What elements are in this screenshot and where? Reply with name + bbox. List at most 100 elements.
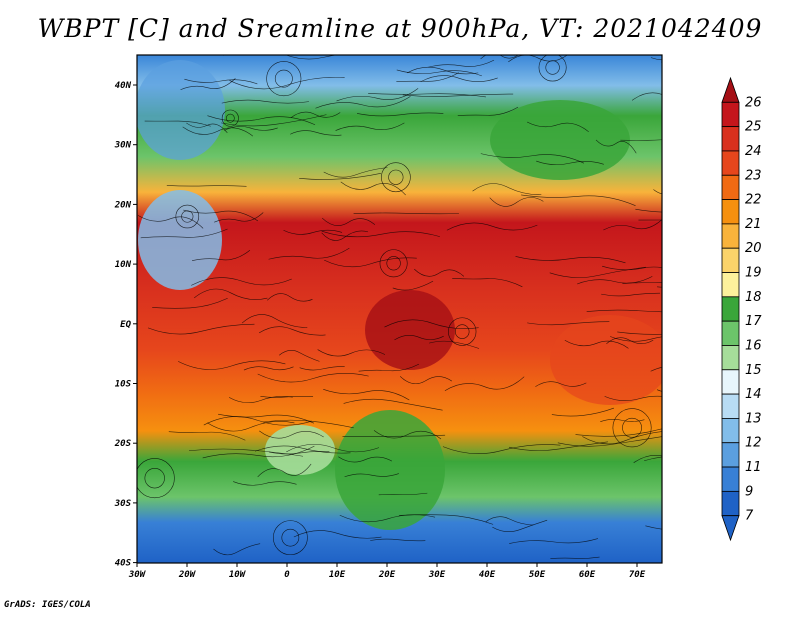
colorbar-segment — [721, 174, 740, 200]
grads-footer: GrADS: IGES/COLA — [4, 600, 91, 610]
streamline — [564, 339, 629, 349]
streamline — [603, 219, 662, 231]
colorbar-segment — [721, 345, 740, 371]
streamline — [137, 215, 204, 229]
streamline — [339, 514, 436, 523]
streamline — [622, 282, 662, 284]
streamline — [152, 298, 228, 309]
colorbar-label: 23 — [745, 168, 762, 183]
cool-patch-west — [138, 190, 222, 290]
streamline — [140, 228, 228, 239]
streamline — [370, 538, 426, 542]
streamline — [509, 538, 599, 544]
streamline — [182, 126, 254, 137]
streamline — [214, 212, 264, 223]
map-title: WBPT [C] and Sreamline at 900hPa, VT: 20… — [37, 14, 763, 43]
colorbar-segment — [721, 442, 740, 468]
streamline — [657, 286, 662, 288]
streamline — [620, 139, 662, 141]
y-tick-label: 30S — [114, 499, 132, 509]
warm-patch-indian-ocean — [550, 315, 662, 405]
streamline — [373, 430, 442, 440]
vortex — [272, 520, 308, 556]
green-patch-middle-east — [490, 100, 630, 180]
streamline — [402, 93, 514, 97]
streamline — [290, 130, 342, 136]
streamline — [428, 59, 495, 68]
colorbar-label: 14 — [745, 387, 762, 402]
x-axis: 30W 20W 10W 0 10E 20E 30E 40E 50E 60E 70E — [128, 563, 646, 580]
y-tick-label: 40N — [115, 81, 132, 91]
streamline — [340, 181, 406, 196]
streamline — [321, 230, 440, 238]
vortex — [545, 60, 560, 75]
streamline — [243, 366, 294, 371]
streamline — [229, 76, 345, 90]
x-tick-label: 20E — [378, 570, 396, 580]
vortex — [274, 69, 293, 88]
streamline — [485, 516, 534, 526]
colorbar-label: 16 — [745, 338, 762, 353]
streamline — [650, 57, 662, 61]
vortex — [225, 113, 235, 123]
colorbar-segment — [721, 418, 740, 444]
streamline — [223, 55, 294, 56]
vortex — [281, 528, 300, 547]
y-tick-label: 20S — [114, 439, 132, 449]
streamline — [178, 360, 286, 370]
colorbar-label: 13 — [745, 411, 762, 426]
streamline — [290, 111, 341, 119]
streamline — [191, 249, 251, 261]
streamline — [650, 366, 662, 372]
streamline — [221, 114, 327, 127]
streamline — [508, 441, 608, 451]
vortex — [221, 109, 239, 127]
colorbar-label: 18 — [745, 290, 762, 305]
streamline — [184, 78, 258, 85]
colorbar-label: 25 — [745, 120, 762, 135]
streamline — [342, 434, 446, 437]
streamline — [378, 492, 428, 496]
streamline — [644, 456, 662, 462]
streamline — [343, 398, 443, 411]
streamline — [299, 172, 381, 180]
streamline — [321, 230, 369, 241]
colorbar-segment — [721, 272, 740, 298]
streamline — [472, 183, 542, 195]
streamline — [480, 153, 585, 164]
streamline — [392, 280, 434, 291]
streamline — [606, 337, 654, 344]
streamline — [633, 454, 662, 463]
y-tick-label: 10N — [115, 260, 132, 270]
colorbar-segment — [721, 393, 740, 419]
streamline — [257, 463, 312, 478]
cool-patch-south-atlantic — [265, 425, 335, 475]
streamline — [338, 456, 393, 463]
streamline — [207, 115, 316, 126]
streamline — [601, 292, 661, 297]
colorbar-label: 21 — [745, 217, 762, 232]
x-tick-label: 60E — [579, 570, 596, 580]
streamline — [595, 139, 637, 154]
streamline — [384, 319, 479, 329]
streamline — [394, 334, 444, 341]
streamline — [610, 336, 662, 342]
colorbar-segment — [721, 296, 740, 322]
colorbar-label: 9 — [745, 484, 753, 499]
vortex — [137, 458, 175, 499]
vortex — [612, 408, 652, 448]
streamline — [550, 556, 600, 559]
streamline — [344, 473, 399, 478]
x-tick-label: 30E — [428, 570, 446, 580]
colorbar-segment — [721, 223, 740, 249]
streamline — [283, 229, 343, 235]
colorbar-segment — [721, 101, 740, 128]
streamline — [452, 277, 523, 288]
colorbar-segment — [721, 126, 740, 152]
streamline — [168, 431, 246, 441]
colorbar-segment — [721, 466, 740, 492]
x-tick-label: 30W — [128, 570, 147, 580]
x-tick-label: 70E — [629, 570, 646, 580]
y-tick-label: 30N — [114, 141, 132, 151]
